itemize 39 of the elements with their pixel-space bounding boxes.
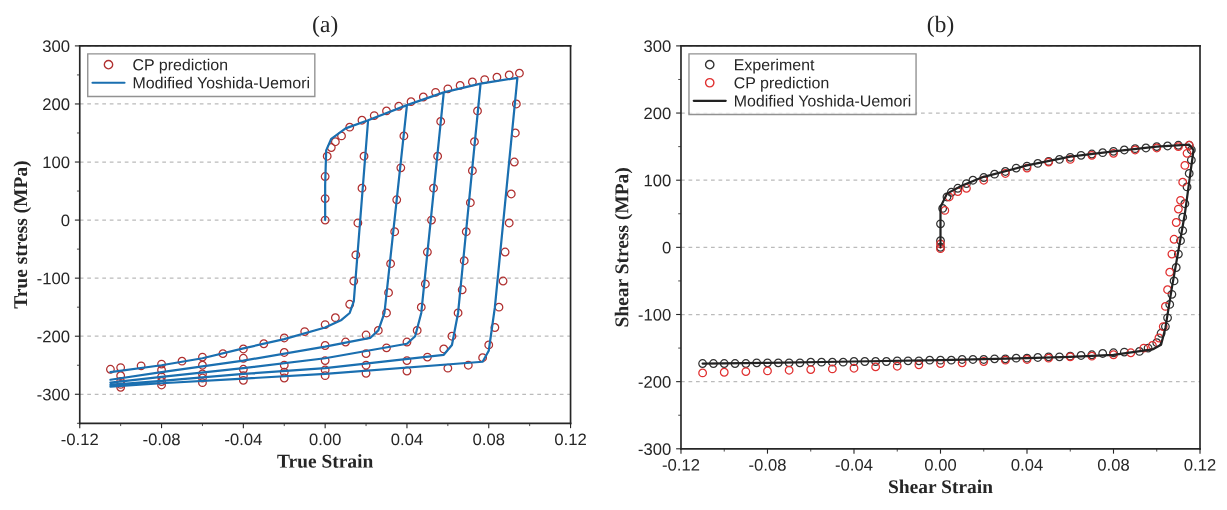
x-tick-label: -0.12 (662, 458, 700, 471)
y-tick-label: -200 (37, 330, 70, 343)
chart-title: (b) (927, 15, 954, 38)
x-tick-label: -0.04 (835, 458, 873, 471)
legend-label: CP prediction (133, 58, 228, 74)
legend-label: Modified Yoshida-Uemori (133, 76, 309, 89)
x-tick-label: 0.04 (1011, 458, 1043, 471)
y-tick-label: -300 (37, 388, 70, 401)
y-tick-label: -200 (638, 376, 671, 388)
x-axis-title: Shear Strain (889, 479, 993, 494)
y-tick-label: 0 (662, 241, 671, 254)
y-tick-label: 0 (61, 214, 70, 227)
x-tick-label: -0.08 (143, 433, 180, 446)
y-tick-label: -100 (37, 272, 70, 285)
y-tick-label: -300 (638, 443, 671, 455)
x-tick-label: 0.04 (391, 433, 423, 446)
y-tick-label: 300 (644, 40, 671, 53)
x-tick-label: 0.12 (1184, 458, 1216, 471)
y-tick-label: -100 (638, 308, 671, 321)
y-tick-label: 200 (644, 107, 671, 120)
x-axis-title: True Strain (277, 454, 374, 468)
chart-title: (a) (313, 15, 338, 38)
legend-label: Modified Yoshida-Uemori (735, 94, 911, 107)
y-tick-label: 100 (43, 156, 70, 169)
x-tick-label: 0.08 (473, 433, 505, 446)
y-tick-label: 300 (42, 40, 70, 53)
y-tick-label: 200 (43, 98, 70, 111)
x-tick-label: 0.00 (309, 433, 341, 446)
legend-label: Experiment (735, 58, 815, 74)
y-tick-label: 100 (644, 174, 671, 187)
x-tick-label: 0.12 (554, 433, 586, 446)
x-tick-label: -0.12 (61, 433, 98, 446)
y-axis-title: Shear Stress (MPa) (614, 168, 633, 327)
x-tick-label: 0.00 (924, 458, 957, 471)
legend-label: CP prediction (734, 76, 829, 92)
y-axis-title: True stress (MPa) (13, 161, 32, 309)
x-tick-label: -0.08 (749, 458, 786, 471)
x-tick-label: 0.08 (1097, 458, 1129, 471)
x-tick-label: -0.04 (225, 433, 262, 446)
